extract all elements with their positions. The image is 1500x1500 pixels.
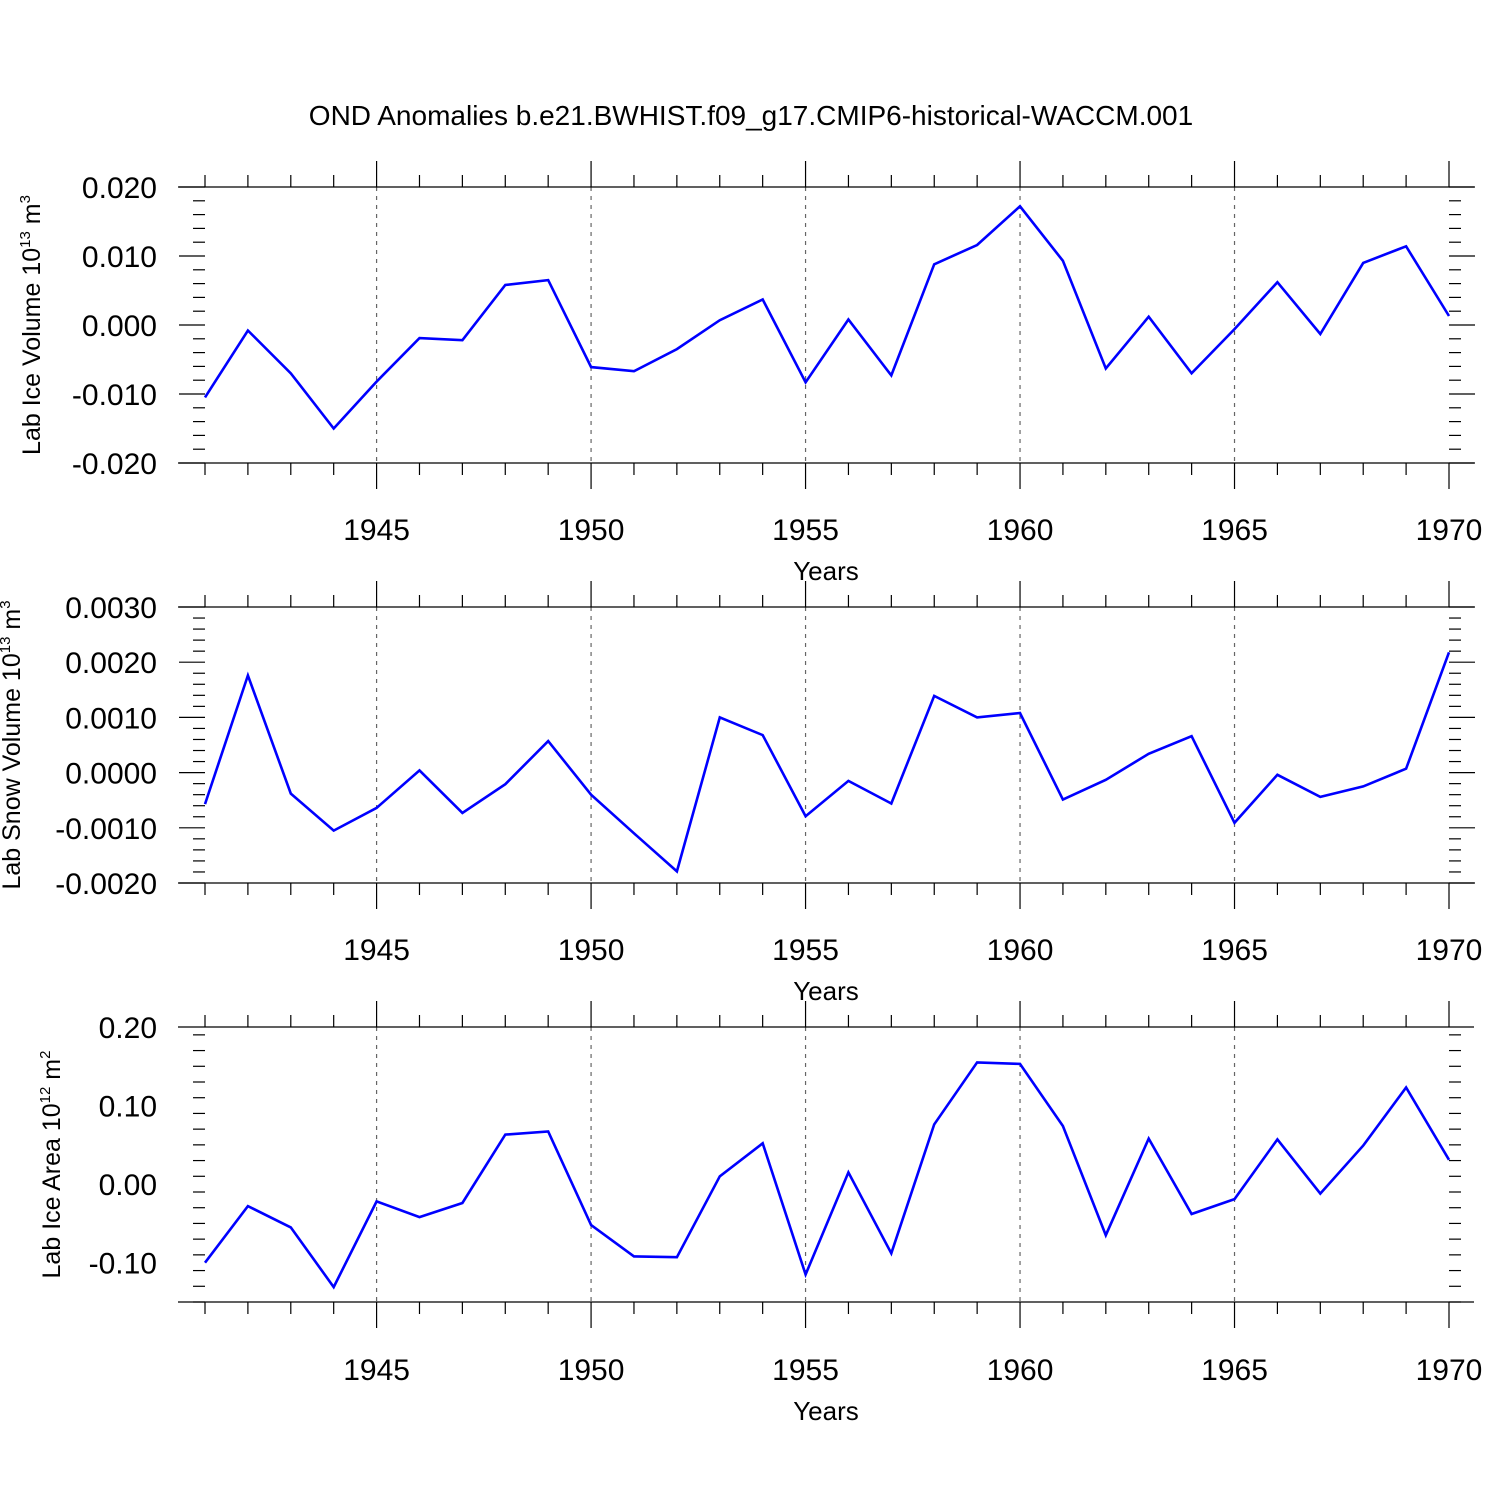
x-tick-label: 1950: [558, 514, 625, 547]
y-tick-label: 0.010: [82, 241, 157, 274]
y-tick-label: -0.0020: [55, 868, 157, 901]
y-tick-label: 0.0030: [65, 592, 157, 625]
x-axis-label: Years: [793, 556, 859, 586]
x-axis-label: Years: [793, 976, 859, 1006]
y-tick-label: 0.20: [99, 1012, 157, 1045]
y-tick-label: -0.0010: [55, 813, 157, 846]
x-tick-label: 1955: [772, 934, 839, 967]
x-tick-label: 1945: [343, 934, 410, 967]
figure-title: OND Anomalies b.e21.BWHIST.f09_g17.CMIP6…: [309, 100, 1193, 131]
x-tick-label: 1950: [558, 934, 625, 967]
panel-1: -0.020 -0.010 0.000 0.010 0.020 1945 1950 1955 1…: [17, 161, 1482, 586]
x-tick-label: 1945: [343, 514, 410, 547]
x-tick-label: 1960: [987, 1354, 1054, 1387]
x-tick-label: 1955: [772, 1354, 839, 1387]
x-tick-label: 1960: [987, 514, 1054, 547]
x-tick-label: 1965: [1201, 934, 1268, 967]
y-tick-label: 0.0010: [65, 702, 157, 735]
x-tick-label: 1960: [987, 934, 1054, 967]
y-tick-label: -0.10: [89, 1248, 157, 1281]
y-tick-label: -0.020: [72, 448, 157, 481]
x-tick-label: 1965: [1201, 1354, 1268, 1387]
y-axis-label: Lab Ice Volume 1013 m3: [17, 195, 46, 455]
series-line: [203, 204, 1451, 431]
x-tick-label: 1965: [1201, 514, 1268, 547]
y-tick-label: -0.010: [72, 379, 157, 412]
panels: -0.020 -0.010 0.000 0.010 0.020 1945 1950 1955 1…: [0, 161, 1482, 1426]
y-tick-label: 0.00: [99, 1169, 157, 1202]
y-tick-label: 0.0020: [65, 647, 157, 680]
y-tick-label: 0.10: [99, 1091, 157, 1124]
y-tick-label: 0.000: [82, 310, 157, 343]
series-line: [203, 1061, 1451, 1290]
y-axis-label: Lab Snow Volume 1013 m3: [0, 600, 26, 889]
y-tick-label: 0.0000: [65, 758, 157, 791]
x-axis-label: Years: [793, 1396, 859, 1426]
x-tick-label: 1945: [343, 1354, 410, 1387]
panel-3: -0.10 0.00 0.10 0.20 1945 1950 1955 1960 1965 197…: [37, 1001, 1482, 1426]
y-tick-label: 0.020: [82, 172, 157, 205]
x-tick-label: 1950: [558, 1354, 625, 1387]
x-tick-label: 1970: [1416, 514, 1483, 547]
x-tick-label: 1970: [1416, 934, 1483, 967]
series-line: [203, 651, 1451, 874]
y-axis-label: Lab Ice Area 1012 m2: [37, 1051, 66, 1279]
x-tick-label: 1970: [1416, 1354, 1483, 1387]
x-tick-label: 1955: [772, 514, 839, 547]
panel-2: -0.0020 -0.0010 0.0000 0.0010 0.0020 0.0030 19…: [0, 581, 1482, 1006]
